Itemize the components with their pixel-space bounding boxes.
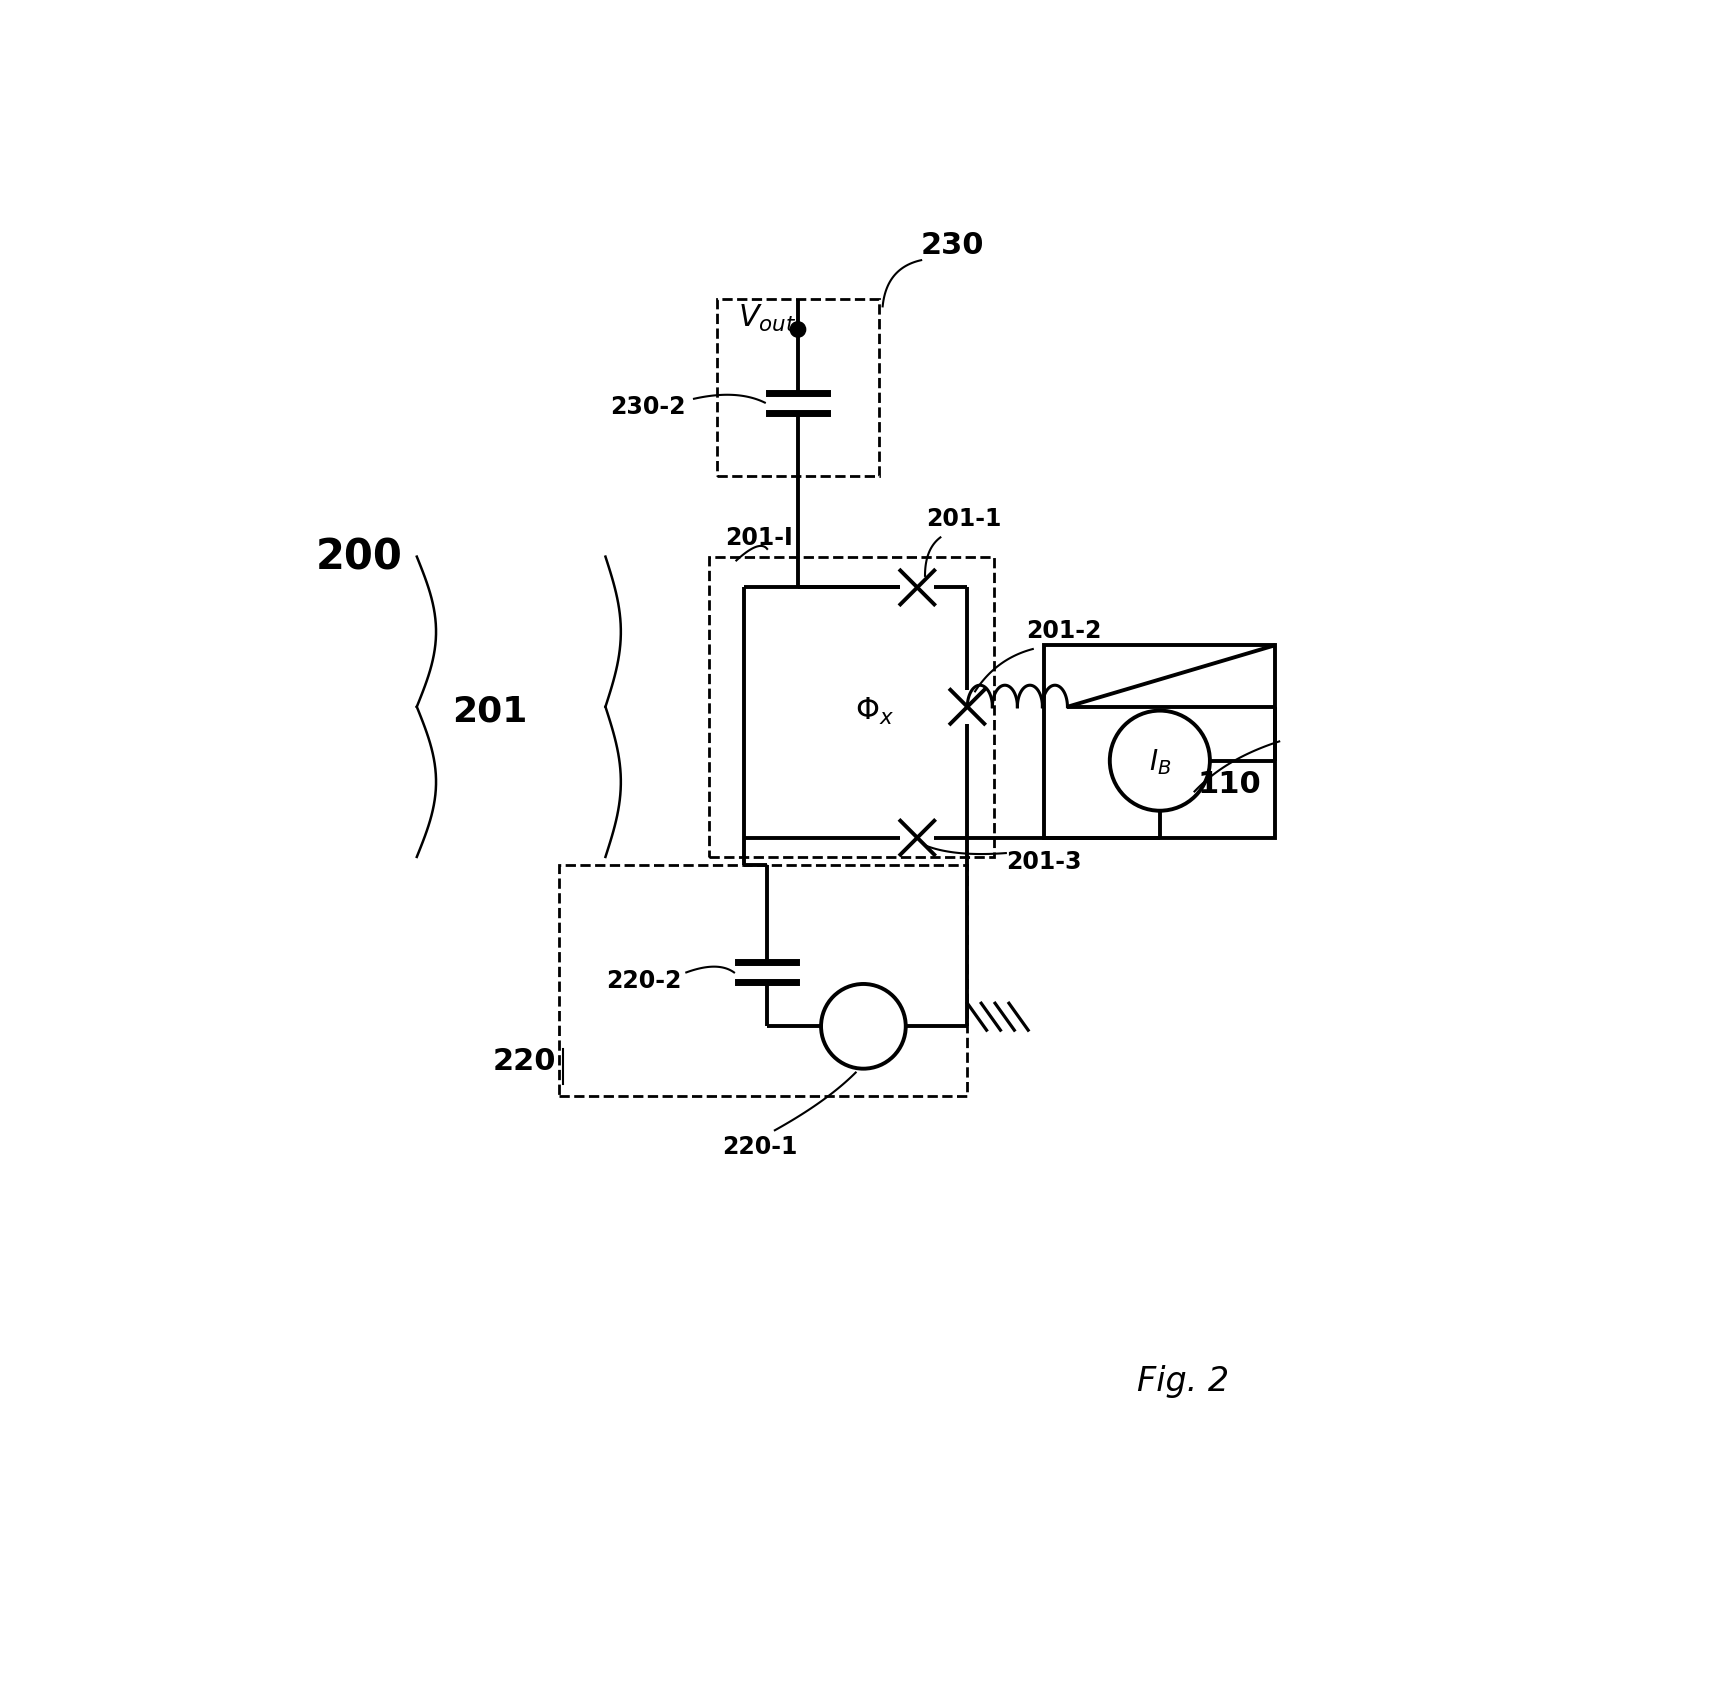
Text: 201: 201	[453, 695, 527, 729]
Bar	[709, 556, 994, 857]
Text: 220: 220	[493, 1046, 557, 1075]
Text: 201-2: 201-2	[1025, 618, 1101, 642]
Text: 110: 110	[1196, 770, 1260, 799]
Text: 230: 230	[920, 230, 984, 259]
Bar	[718, 299, 878, 476]
Text: $\Phi_x$: $\Phi_x$	[856, 696, 894, 727]
Text: 200: 200	[316, 536, 403, 579]
Text: $V_{out}$: $V_{out}$	[738, 304, 797, 335]
Text: 201-3: 201-3	[1006, 850, 1082, 874]
Text: 230-2: 230-2	[610, 396, 685, 420]
Circle shape	[790, 323, 806, 338]
Text: 220-1: 220-1	[721, 1133, 797, 1157]
Text: Fig. 2: Fig. 2	[1138, 1364, 1229, 1398]
Bar	[1044, 645, 1276, 838]
Text: 201-I: 201-I	[724, 526, 792, 550]
Text: 201-1: 201-1	[925, 507, 1001, 531]
Bar	[558, 865, 967, 1096]
Text: $I_B$: $I_B$	[1148, 746, 1171, 777]
Text: 220-2: 220-2	[607, 968, 681, 992]
